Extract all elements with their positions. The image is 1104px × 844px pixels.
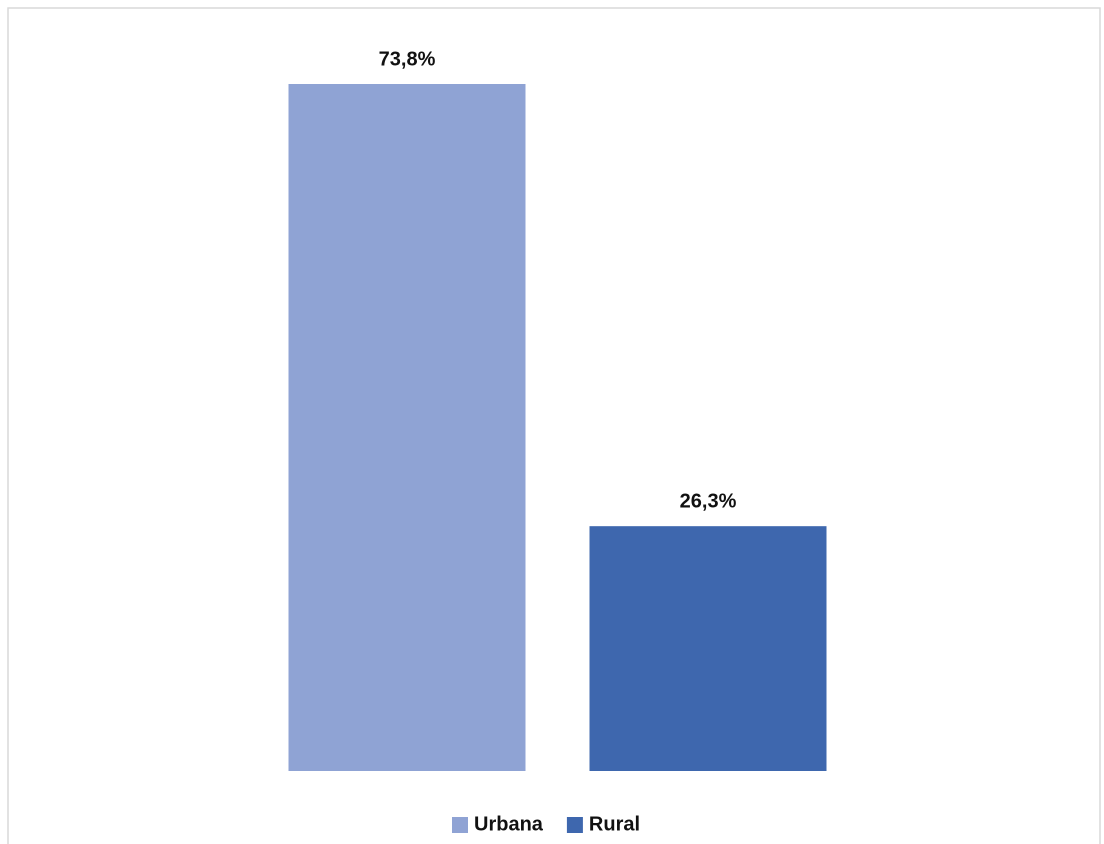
value-label: 26,3% xyxy=(680,490,737,512)
value-label: 73,8% xyxy=(379,48,436,70)
legend-swatch xyxy=(452,817,468,833)
legend-label: Rural xyxy=(589,813,640,835)
bar xyxy=(288,84,526,771)
legend-label: Urbana xyxy=(474,813,544,835)
bar xyxy=(589,526,827,771)
legend-swatch xyxy=(566,817,583,833)
chart-frame xyxy=(7,7,1101,844)
